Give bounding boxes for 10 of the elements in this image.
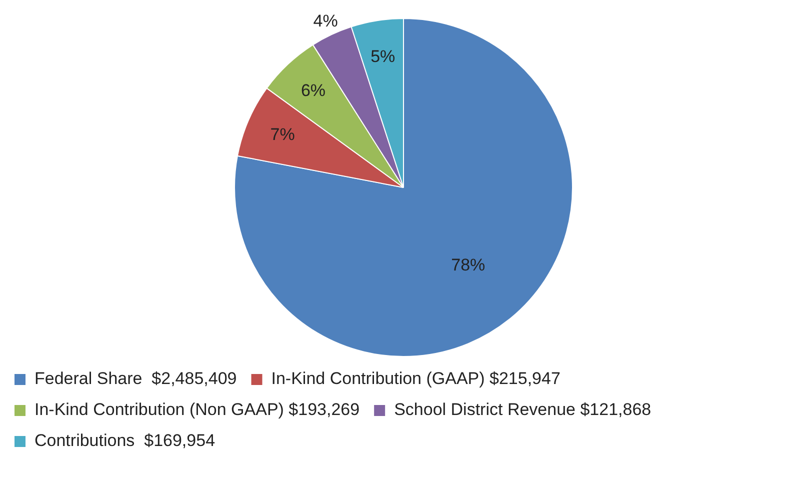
- legend-label: In-Kind Contribution (Non GAAP) $193,269: [34, 400, 360, 420]
- legend-label: Contributions $169,954: [34, 431, 216, 450]
- legend-label: School District Revenue $121,868: [394, 400, 652, 420]
- legend-label: Federal Share $2,485,409: [34, 369, 237, 388]
- data-label: 78%: [451, 255, 486, 274]
- data-label: 5%: [370, 46, 396, 66]
- legend-label: In-Kind Contribution (GAAP) $215,947: [271, 369, 560, 388]
- data-label: 6%: [300, 81, 326, 100]
- data-label: 7%: [270, 124, 295, 144]
- data-label: 4%: [313, 12, 338, 31]
